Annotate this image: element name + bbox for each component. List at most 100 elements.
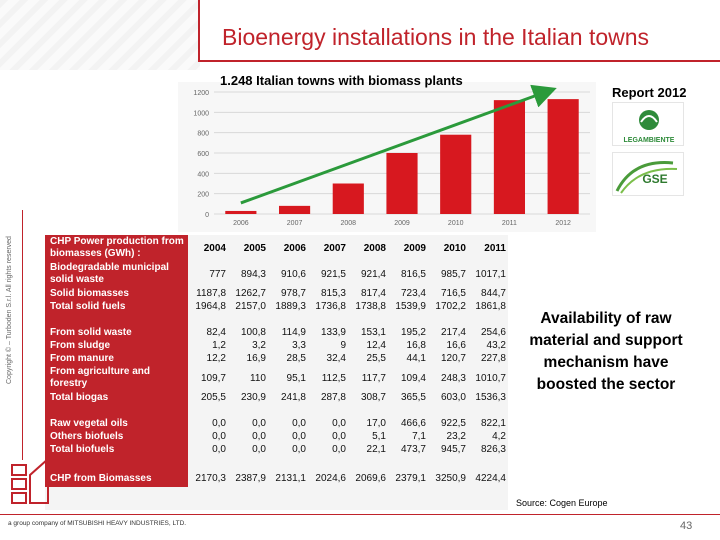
- table-row: Solid biomasses 1187,8 1262,7 978,7 815,3 817…: [45, 287, 508, 300]
- table-cell: 32,4: [326, 353, 346, 364]
- year-header: 2007: [323, 242, 346, 254]
- table-cell: 0,0: [212, 418, 226, 429]
- table-cell: [348, 404, 388, 417]
- table-cell: 3,2: [252, 340, 266, 351]
- y-tick-label: 0: [205, 212, 209, 219]
- table-cell: 22,1: [366, 444, 386, 455]
- table-row: Total biofuels 0,0 0,0 0,0 0,0 22,1 473,7 945,7…: [45, 443, 508, 456]
- bar-chart: 0 200 400 600 800 1000 1200 2006 2007 2008 2009 20…: [178, 82, 596, 232]
- table-cell: 0,0: [292, 418, 306, 429]
- row-label: [45, 404, 188, 417]
- y-tick-label: 1000: [193, 110, 209, 117]
- table-cell: 3250,9: [435, 472, 466, 484]
- table-cell: 153,1: [360, 327, 386, 338]
- table-cell: 466,6: [400, 418, 426, 429]
- table-cell: 43,2: [486, 340, 506, 351]
- table-cell: 1738,8: [355, 301, 386, 312]
- table-cell: 0,0: [252, 431, 266, 442]
- table-cell: [468, 313, 508, 326]
- left-divider: [22, 210, 23, 460]
- table-cell: 112,5: [321, 372, 346, 384]
- x-tick-label: 2010: [448, 220, 464, 227]
- table-cell: 822,1: [480, 418, 506, 429]
- slide-title: Bioenergy installations in the Italian t…: [222, 24, 650, 50]
- table-cell: [348, 313, 388, 326]
- table-cell: 1702,2: [435, 301, 466, 312]
- row-label: Total biofuels: [45, 443, 188, 456]
- year-header: 2008: [363, 242, 386, 254]
- table-cell: 921,4: [360, 268, 386, 280]
- table-cell: 23,2: [446, 431, 466, 442]
- turboden-logo: [8, 455, 53, 510]
- table-row: From agriculture and forestry 109,7 110 95,…: [45, 365, 508, 391]
- table-cell: 0,0: [212, 431, 226, 442]
- x-tick-label: 2009: [394, 220, 410, 227]
- report-label: Report 2012: [612, 85, 687, 100]
- table-cell: 110: [250, 372, 266, 384]
- copyright-text: Copyright © – Turboden S.r.l. All rights…: [6, 236, 13, 384]
- table-cell: 0,0: [332, 444, 346, 455]
- table-cell: 723,4: [400, 288, 426, 299]
- table-row: [45, 404, 508, 417]
- y-tick-label: 1200: [193, 90, 209, 97]
- row-label: From agriculture and forestry: [45, 365, 188, 391]
- bar-2009: [386, 153, 418, 214]
- table-cell: [188, 313, 228, 326]
- table-cell: [468, 404, 508, 417]
- table-cell: 133,9: [320, 327, 346, 338]
- table-cell: 0,0: [332, 431, 346, 442]
- table-cell: 114,9: [281, 327, 306, 338]
- bar-2008: [332, 183, 364, 214]
- table-cell: 2379,1: [395, 472, 426, 484]
- year-header: 2010: [443, 242, 466, 254]
- year-header: 2011: [484, 242, 506, 254]
- table-cell: 1010,7: [475, 372, 506, 384]
- table-cell: 16,9: [246, 353, 266, 364]
- year-header: 2009: [403, 242, 426, 254]
- table-cell: 17,0: [366, 418, 386, 429]
- table-cell: [308, 313, 348, 326]
- table-cell: 4,2: [492, 431, 506, 442]
- table-cell: [388, 313, 428, 326]
- table-cell: 248,3: [440, 372, 466, 384]
- table-row: Biodegradable municipal solid waste 777 89…: [45, 261, 508, 287]
- biomass-table: CHP Power production from biomasses (GWh…: [45, 235, 508, 510]
- table-cell: 826,3: [480, 444, 506, 455]
- x-tick-label: 2007: [287, 220, 303, 227]
- bar-2012: [547, 99, 579, 214]
- table-row: From solid waste 82,4 100,8 114,9 133,9 153,1…: [45, 326, 508, 339]
- table-cell: 0,0: [292, 431, 306, 442]
- table-cell: [188, 404, 228, 417]
- chart-subtitle: 1.248 Italian towns with biomass plants: [220, 73, 463, 88]
- row-label: Solid biomasses: [45, 287, 188, 300]
- table-cell: 1736,8: [315, 301, 346, 312]
- table-cell: 2069,6: [355, 472, 386, 484]
- x-tick-label: 2008: [340, 220, 356, 227]
- y-tick-label: 200: [197, 192, 209, 199]
- table-cell: 0,0: [212, 444, 226, 455]
- bar-chart-svg: 0 200 400 600 800 1000 1200 2006 2007 2008 2009 20…: [178, 82, 596, 232]
- table-cell: 1017,1: [475, 268, 506, 280]
- table-cell: 12,2: [206, 353, 226, 364]
- table-cell: 1539,9: [395, 301, 426, 312]
- bar-2010: [440, 134, 472, 214]
- legambiente-logo-text: LEGAMBIENTE: [624, 137, 675, 144]
- row-label: CHP from Biomasses: [45, 469, 188, 487]
- table-cell: 2024,6: [315, 472, 346, 484]
- source-note: Source: Cogen Europe: [516, 498, 608, 508]
- table-cell: [308, 456, 348, 469]
- year-header: 2004: [203, 242, 226, 254]
- row-label: Total solid fuels: [45, 300, 188, 313]
- y-tick-label: 400: [197, 171, 209, 178]
- trend-arrow: [240, 84, 557, 205]
- table-cell: 241,8: [280, 392, 306, 403]
- table-cell: 44,1: [406, 353, 426, 364]
- table-cell: 2157,0: [235, 301, 266, 312]
- table-cell: 910,6: [280, 268, 306, 280]
- table-cell: 1262,7: [235, 288, 266, 299]
- row-label: From sludge: [45, 339, 188, 352]
- table-cell: 985,7: [440, 268, 466, 280]
- table-cell: 12,4: [366, 340, 386, 351]
- table-cell: [428, 404, 468, 417]
- availability-note: Availability of raw material and support…: [529, 310, 683, 393]
